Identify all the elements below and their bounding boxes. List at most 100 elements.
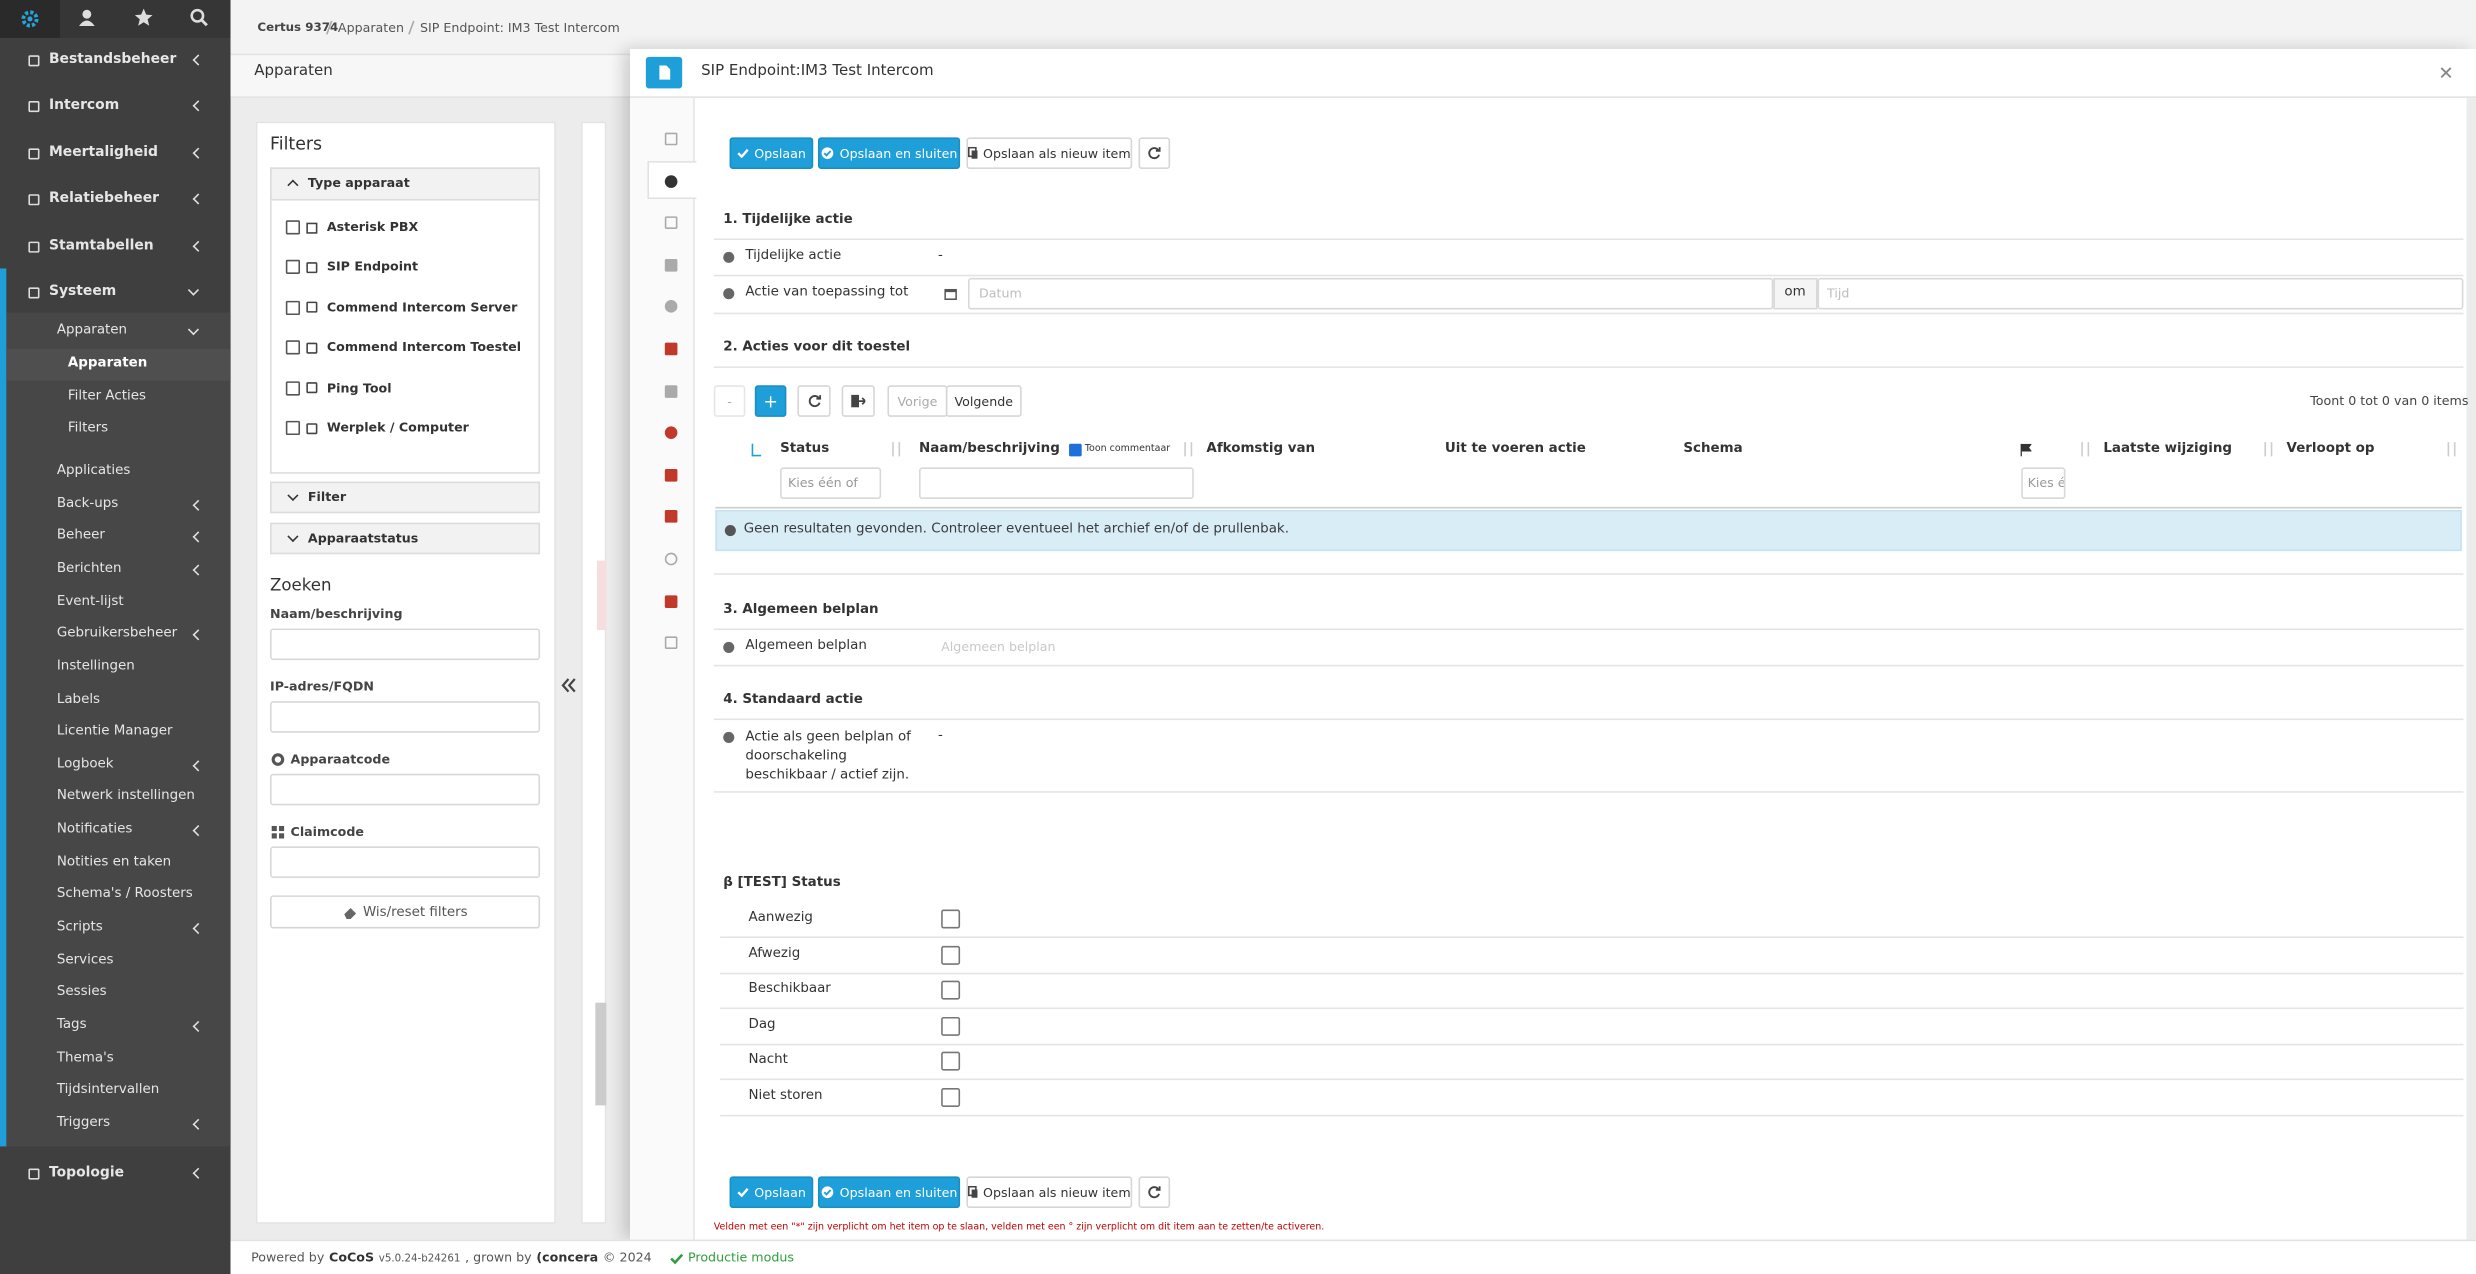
column-header[interactable]: Schema xyxy=(1683,440,1743,457)
menu-item[interactable]: Triggers xyxy=(56,1115,111,1131)
save-new-button[interactable]: Opslaan als nieuw item xyxy=(966,137,1133,169)
flag-filter[interactable] xyxy=(2021,467,2066,499)
save-new-button[interactable]: Opslaan als nieuw item xyxy=(966,1176,1133,1209)
group-title[interactable]: Apparaatstatus xyxy=(307,531,419,546)
breadcrumb-item[interactable]: Apparaten xyxy=(337,21,405,36)
code-input[interactable] xyxy=(270,773,541,806)
menu-item[interactable]: Relatiebeheer xyxy=(48,190,159,207)
active-tab[interactable] xyxy=(647,161,697,199)
menu-item[interactable]: Topologie xyxy=(48,1165,125,1182)
menu-item[interactable]: Services xyxy=(56,952,114,969)
column-header[interactable]: Verloopt op xyxy=(2286,440,2375,457)
column-header[interactable]: Afkomstig van xyxy=(1206,440,1316,457)
menu-item[interactable]: Thema's xyxy=(56,1050,114,1067)
comment-toggle[interactable] xyxy=(1069,443,1082,457)
menu-item[interactable]: Licentie Manager xyxy=(56,723,173,740)
tab-icon[interactable] xyxy=(664,426,678,440)
close-button[interactable] xyxy=(2440,66,2453,79)
save-close-button[interactable]: Opslaan en sluiten xyxy=(817,1176,961,1209)
type-label[interactable]: Commend Intercom Toestel xyxy=(326,340,522,355)
menu-item[interactable]: Beheer xyxy=(56,527,105,544)
type-label[interactable]: Commend Intercom Server xyxy=(326,300,518,315)
menu-item[interactable]: Intercom xyxy=(48,97,120,114)
tab-icon[interactable] xyxy=(664,468,678,482)
prev-button[interactable]: Vorige xyxy=(887,385,948,417)
menu-item[interactable]: Tags xyxy=(56,1017,87,1033)
tab-icon[interactable] xyxy=(664,300,678,314)
menu-item[interactable]: Filter Acties xyxy=(67,388,146,405)
column-header[interactable]: Status xyxy=(780,440,830,457)
type-label[interactable]: SIP Endpoint xyxy=(326,260,419,275)
menu-item[interactable]: Sessies xyxy=(56,983,107,1000)
menu-item[interactable]: Labels xyxy=(56,691,101,708)
menu-item[interactable]: Notities en taken xyxy=(56,854,172,871)
menu-item[interactable]: Meertaligheid xyxy=(48,145,158,161)
name-filter[interactable] xyxy=(919,467,1194,499)
export-button[interactable] xyxy=(841,385,875,417)
help-icon[interactable] xyxy=(723,288,735,300)
status-checkbox[interactable] xyxy=(941,1087,961,1107)
next-button[interactable]: Volgende xyxy=(945,385,1022,417)
column-header[interactable]: Uit te voeren actie xyxy=(1444,440,1586,457)
time-input[interactable] xyxy=(1817,277,2464,310)
comment-toggle-label[interactable]: Toon commentaar xyxy=(1084,443,1171,455)
menu-item[interactable]: Apparaten xyxy=(67,355,148,372)
group-title[interactable]: Type apparaat xyxy=(307,175,410,191)
tab-icon[interactable] xyxy=(664,552,678,566)
status-checkbox[interactable] xyxy=(941,1016,961,1036)
menu-item[interactable]: Systeem xyxy=(48,284,117,300)
type-checkbox[interactable] xyxy=(285,420,301,436)
tab-icon[interactable] xyxy=(664,636,678,650)
ip-input[interactable] xyxy=(270,701,541,733)
group-title[interactable]: Filter xyxy=(307,490,347,505)
save-button[interactable]: Opslaan xyxy=(729,137,814,169)
column-header[interactable]: Laatste wijziging xyxy=(2103,440,2233,457)
menu-item[interactable]: Netwerk instellingen xyxy=(56,788,195,804)
help-icon[interactable] xyxy=(723,251,735,263)
help-icon[interactable] xyxy=(723,731,735,743)
tab-icon[interactable] xyxy=(664,510,678,524)
table-refresh-button[interactable] xyxy=(797,385,831,417)
tab-icon[interactable] xyxy=(664,258,678,272)
type-checkbox[interactable] xyxy=(285,260,301,275)
breadcrumb-item[interactable]: Certus 9374 xyxy=(257,20,339,35)
remove-button[interactable]: - xyxy=(713,385,746,417)
search-icon[interactable] xyxy=(189,8,208,27)
claim-input[interactable] xyxy=(270,846,541,878)
tab-icon[interactable] xyxy=(664,132,678,146)
date-input[interactable] xyxy=(967,277,1774,310)
refresh-button[interactable] xyxy=(1138,137,1171,169)
save-button[interactable]: Opslaan xyxy=(729,1176,814,1209)
menu-item[interactable]: Apparaten xyxy=(56,322,128,339)
status-checkbox[interactable] xyxy=(941,1052,961,1072)
favorites-icon[interactable] xyxy=(134,8,153,27)
type-label[interactable]: Asterisk PBX xyxy=(326,220,419,235)
menu-item[interactable]: Instellingen xyxy=(56,658,135,675)
add-button[interactable]: + xyxy=(754,385,787,417)
save-close-button[interactable]: Opslaan en sluiten xyxy=(817,137,961,169)
status-checkbox[interactable] xyxy=(941,945,961,965)
menu-item[interactable]: Gebruikersbeheer xyxy=(56,625,178,642)
menu-item[interactable]: Tijdsintervallen xyxy=(56,1081,160,1098)
tab-icon[interactable] xyxy=(664,594,678,608)
type-checkbox[interactable] xyxy=(285,300,301,315)
refresh-button[interactable] xyxy=(1138,1176,1171,1209)
type-checkbox[interactable] xyxy=(285,340,301,355)
menu-item[interactable]: Back-ups xyxy=(56,496,119,512)
menu-item[interactable]: Applicaties xyxy=(56,462,131,479)
menu-item[interactable]: Filters xyxy=(67,420,109,437)
menu-item[interactable]: Bestandsbeheer xyxy=(48,52,177,68)
name-input[interactable] xyxy=(270,628,541,661)
tab-icon[interactable] xyxy=(664,216,678,230)
status-group-header[interactable] xyxy=(270,522,541,555)
status-filter[interactable] xyxy=(780,467,882,499)
type-group-header[interactable] xyxy=(270,167,541,201)
menu-item[interactable]: Schema's / Roosters xyxy=(56,886,193,902)
menu-item[interactable]: Berichten xyxy=(56,560,122,577)
menu-item[interactable]: Notificaties xyxy=(56,821,133,838)
menu-item[interactable]: Logboek xyxy=(56,756,114,773)
tab-icon[interactable] xyxy=(664,174,678,188)
filter-group-header[interactable] xyxy=(270,481,541,514)
type-label[interactable]: Ping Tool xyxy=(326,380,392,395)
help-icon[interactable] xyxy=(723,641,735,653)
